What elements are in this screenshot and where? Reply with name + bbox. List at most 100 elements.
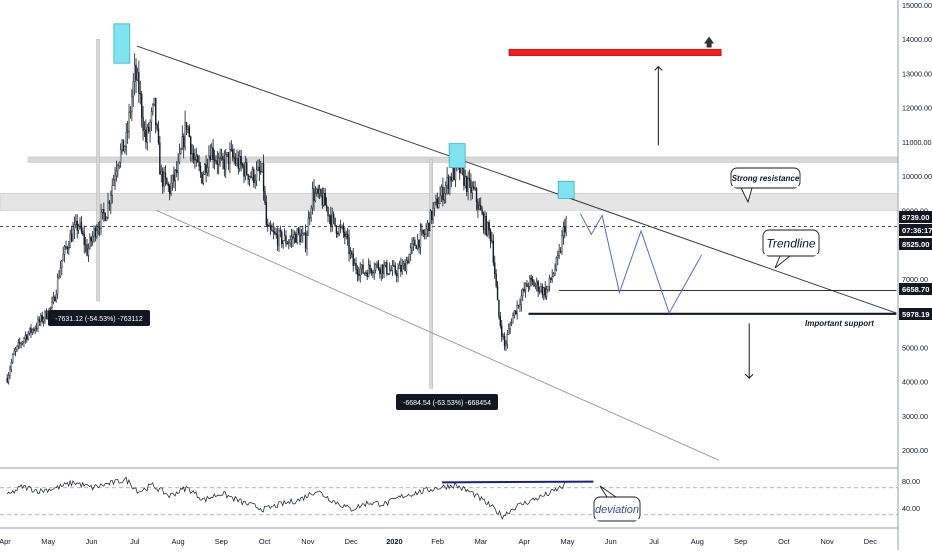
candle-body [133, 64, 136, 82]
candle-body [101, 209, 104, 213]
candle-body [51, 302, 53, 308]
candle-body [31, 329, 34, 333]
price-tick-label: 14000.00 [902, 35, 932, 44]
price-badge [899, 283, 932, 295]
price-tick-label: 12000.00 [902, 104, 932, 113]
candle-body [153, 97, 155, 105]
candle-body [541, 286, 544, 295]
candle-body [198, 161, 200, 167]
candle-body [450, 176, 452, 181]
candle-body [362, 264, 364, 274]
candle-body [70, 233, 73, 242]
candle-body [481, 209, 483, 214]
candle-body [398, 264, 401, 269]
candle-body [401, 265, 403, 272]
candle-body [367, 264, 370, 278]
candle-body [140, 93, 143, 118]
target-zone[interactable] [508, 49, 722, 56]
candle-body [282, 240, 284, 245]
candle-body [475, 188, 478, 203]
candle-body [180, 148, 182, 154]
candle-body [416, 239, 419, 250]
projection-path[interactable] [580, 213, 703, 315]
candle-body [506, 334, 509, 345]
candle-body [96, 230, 98, 237]
highlight-box[interactable] [448, 143, 466, 168]
candle-body [178, 153, 181, 163]
candle-body [379, 268, 381, 274]
candle-body [26, 335, 28, 340]
candle-body [289, 239, 291, 244]
candle-body [526, 283, 528, 287]
candle-body [283, 235, 286, 241]
callout-pointer [774, 255, 792, 269]
candle-body [234, 158, 237, 164]
candle-body [20, 343, 22, 345]
candle-body [86, 244, 88, 256]
candle-body [94, 228, 97, 237]
callout-label: Strong resistance [732, 174, 800, 183]
candle-body [512, 315, 514, 324]
price-badge [899, 224, 932, 236]
candle-body [131, 96, 133, 112]
candle-body [52, 296, 55, 303]
price-badge-label: 8739.00 [902, 213, 929, 222]
candle-body [206, 167, 209, 173]
candle-body [452, 167, 454, 181]
candle-body [395, 273, 398, 277]
price-tick-label: 11000.00 [902, 138, 931, 147]
candle-body [83, 233, 85, 246]
candle-body [16, 345, 18, 350]
candle-body [430, 210, 433, 221]
candle-body [89, 237, 91, 249]
candle-body [415, 245, 417, 250]
highlight-box[interactable] [113, 23, 131, 64]
candle-body [345, 234, 347, 237]
candle-body [124, 146, 126, 152]
candle-body [342, 225, 345, 233]
candle-body [204, 164, 206, 175]
candle-body [10, 362, 13, 370]
candle-body [108, 201, 111, 205]
candle-body [201, 172, 203, 184]
time-tick-label: Jun [86, 537, 98, 546]
candle-body [484, 216, 486, 230]
candle-body [156, 124, 158, 129]
price-badge [899, 238, 932, 250]
time-tick-label: Jul [130, 537, 140, 546]
candle-body [302, 233, 304, 237]
candle-body [181, 136, 183, 150]
candle-body [548, 277, 551, 287]
candle-body [56, 277, 59, 295]
candle-body [523, 289, 525, 291]
price-tick-label: 7000.00 [902, 275, 928, 284]
candle-body [93, 228, 95, 237]
candle-body [168, 185, 171, 195]
price-badge [899, 211, 932, 223]
callout-mask [764, 254, 818, 256]
price-tick-label: 5000.00 [902, 343, 928, 352]
upper-trendline[interactable] [136, 45, 897, 314]
price-badge-label: 07:36:17 [902, 226, 932, 235]
lower-trendline[interactable] [156, 210, 720, 461]
time-tick-label: Sep [734, 537, 747, 546]
candle-body [527, 285, 530, 288]
candle-body [236, 157, 238, 164]
candle-body [125, 131, 127, 147]
highlight-box[interactable] [557, 180, 575, 199]
candle-body [268, 225, 270, 227]
candle-body [407, 260, 409, 264]
candle-body [97, 227, 99, 232]
candle-body [257, 166, 259, 170]
candle-body [160, 170, 162, 175]
rsi-divergence-line[interactable] [442, 480, 594, 484]
candle-body [334, 217, 336, 226]
candle-body [244, 162, 247, 177]
time-tick-label: Aug [691, 537, 704, 546]
candle-body [435, 198, 437, 203]
candle-body [561, 235, 563, 252]
time-tick-label: Aug [171, 537, 184, 546]
candle-body [75, 220, 77, 225]
